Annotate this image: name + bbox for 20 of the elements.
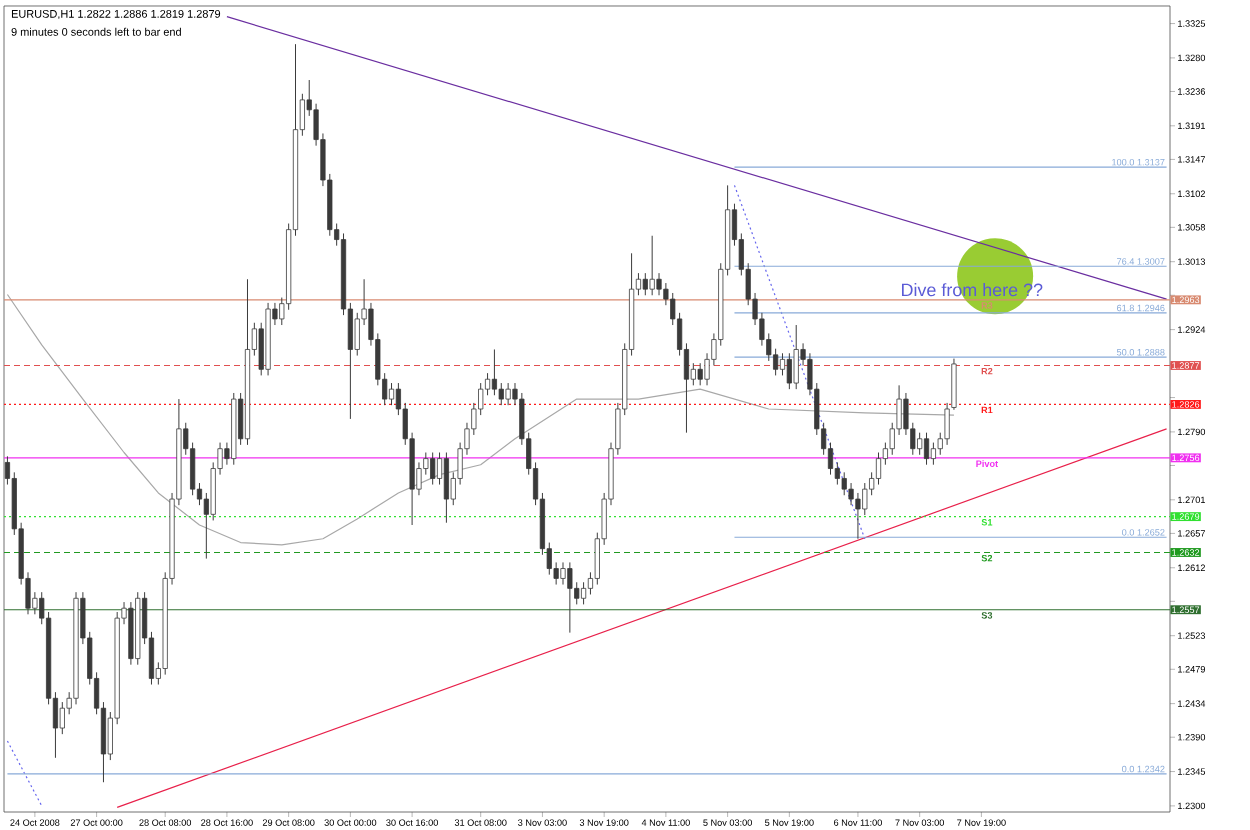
candlestick [875, 452, 882, 486]
candlestick [917, 432, 923, 456]
candlestick [649, 235, 655, 296]
line-series [6, 293, 955, 546]
candlestick [443, 452, 449, 524]
candlestick [793, 324, 799, 390]
candlestick [930, 442, 936, 466]
candlestick [560, 561, 566, 586]
candlestick [642, 272, 648, 296]
candlestick [580, 581, 587, 605]
candlestick [923, 432, 930, 466]
candlestick [697, 362, 703, 386]
candlestick [388, 382, 395, 406]
candlestick [567, 561, 573, 634]
candlestick [59, 701, 65, 735]
candlestick [430, 452, 436, 486]
candlestick [779, 352, 786, 376]
candlestick [491, 348, 497, 396]
candlestick [786, 352, 792, 390]
candlestick [505, 382, 511, 406]
